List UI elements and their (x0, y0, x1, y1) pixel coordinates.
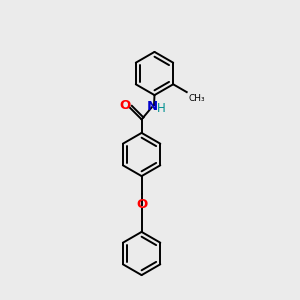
Text: CH₃: CH₃ (188, 94, 205, 103)
Text: N: N (147, 100, 158, 113)
Text: O: O (136, 198, 147, 211)
Text: H: H (157, 102, 166, 115)
Text: O: O (120, 99, 131, 112)
